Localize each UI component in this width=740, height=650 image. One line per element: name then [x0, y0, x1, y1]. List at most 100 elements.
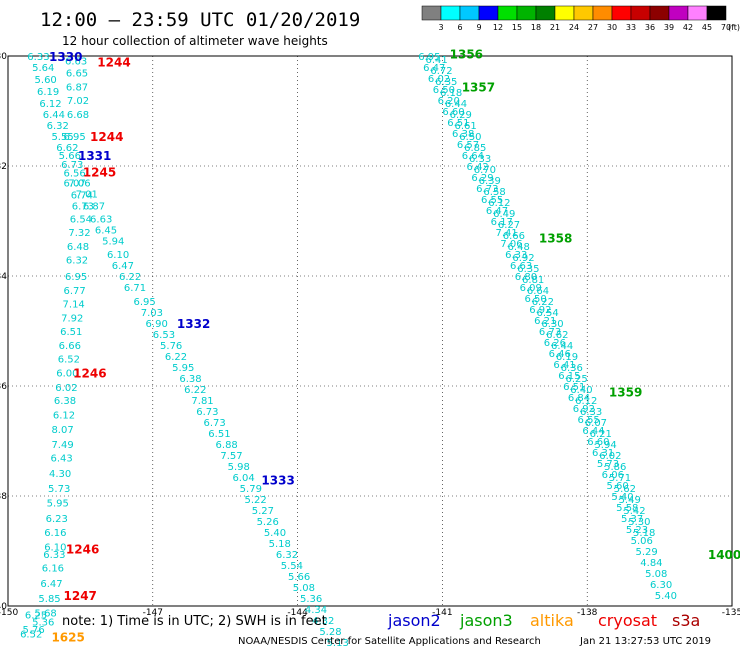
swh-label: 5.76 — [22, 625, 44, 636]
swh-label: 5.06 — [631, 536, 653, 547]
swh-label: 6.73 — [72, 202, 94, 213]
swh-label: 6.19 — [556, 352, 578, 363]
swh-label: 6.55 — [578, 415, 600, 426]
swh-label: 6.42 — [467, 162, 489, 173]
swh-label: 6.30 — [650, 580, 672, 591]
swh-label: 6.62 — [56, 143, 78, 154]
swh-label: 6.73 — [476, 184, 498, 195]
swh-label: 6.44 — [445, 99, 467, 110]
pass-time-label: 1400 — [708, 548, 740, 562]
swh-label: 6.63 — [510, 261, 532, 272]
x-tick-label: -141 — [432, 608, 452, 618]
swh-label: 6.02 — [599, 451, 621, 462]
swh-label: 6.48 — [508, 242, 530, 253]
legend-jason2: jason2 — [387, 611, 441, 630]
swh-label: 6.50 — [459, 132, 481, 143]
swh-label: 5.86 — [604, 462, 626, 473]
colorbar-label: 18 — [531, 23, 541, 32]
swh-label: 5.66 — [288, 572, 310, 583]
swh-label: 6.95 — [133, 297, 155, 308]
swh-label: 6.85 — [464, 143, 486, 154]
colorbar-swatch — [573, 5, 594, 21]
swh-label: 6.22 — [165, 352, 187, 363]
swh-label: 6.70 — [474, 165, 496, 176]
swh-label: 5.08 — [293, 583, 315, 594]
y-tick-label: -40 — [0, 602, 7, 612]
colorbar-label: 27 — [588, 23, 598, 32]
pass-time-label: 1247 — [64, 589, 97, 603]
swh-label: 6.72 — [430, 66, 452, 77]
swh-label: 4.84 — [640, 558, 662, 569]
swh-label: 6.38 — [179, 374, 201, 385]
swh-label: 7.06 — [500, 239, 522, 250]
swh-label: 6.12 — [53, 411, 75, 422]
swh-label: 6.33 — [43, 550, 65, 561]
pass-time-label: 1244 — [90, 130, 123, 144]
swh-label: 6.87 — [66, 82, 88, 93]
pass-time-label: 1625 — [51, 630, 84, 644]
y-tick-label: -32 — [0, 162, 7, 172]
swh-label: 6.92 — [573, 404, 595, 415]
swh-label: 5.64 — [32, 63, 54, 74]
y-tick-label: -30 — [0, 52, 7, 62]
colorbar-swatch — [554, 5, 575, 21]
pass-time-label: 1246 — [66, 542, 99, 556]
map-frame — [7, 55, 733, 607]
pass-time-label: 1358 — [539, 232, 572, 246]
swh-label: 6.71 — [124, 283, 146, 294]
swh-label: 7.14 — [63, 300, 85, 311]
swh-label: 6.20 — [438, 96, 460, 107]
swh-label: 6.21 — [590, 429, 612, 440]
swh-label: 5.76 — [160, 341, 182, 352]
swh-label: 6.87 — [83, 202, 105, 213]
swh-label: 5.37 — [621, 514, 643, 525]
swh-label: 5.85 — [38, 594, 60, 605]
swh-label: 6.16 — [44, 528, 66, 539]
swh-label: 6.77 — [64, 286, 86, 297]
latitude-tick-labels: -30 -32 -34 -36 -38 -40 — [0, 52, 7, 612]
swh-label: 6.00 — [56, 368, 78, 379]
swh-label: 6.51 — [208, 429, 230, 440]
swh-label: 5.94 — [594, 440, 616, 451]
colorbar-swatch — [649, 5, 670, 21]
swh-label: 6.32 — [276, 550, 298, 561]
pass-time-label: 1359 — [609, 386, 642, 400]
swh-label: 7.06 — [68, 179, 90, 190]
swh-label: 6.60 — [587, 437, 609, 448]
colorbar-label: 15 — [512, 23, 522, 32]
swh-label: 6.29 — [471, 173, 493, 184]
pass-time-label: 1330 — [49, 50, 82, 64]
swh-label: 6.45 — [95, 225, 117, 236]
swh-label: 7.02 — [67, 96, 89, 107]
swh-label: 5.36 — [32, 617, 54, 628]
swh-label: 6.06 — [602, 470, 624, 481]
colorbar-swatch — [706, 5, 727, 21]
swh-label: 5.71 — [609, 473, 631, 484]
pass-time-label: 1356 — [450, 47, 483, 61]
colorbar-swatch — [440, 5, 461, 21]
y-tick-label: -36 — [0, 382, 7, 392]
x-tick-label: -135 — [722, 608, 740, 618]
swh-label: 4.30 — [49, 469, 71, 480]
generated-timestamp: Jan 21 13:27:53 UTC 2019 — [579, 636, 711, 647]
colorbar-label: 42 — [683, 23, 693, 32]
pass-time-label: 1331 — [78, 149, 111, 163]
swh-label: 6.46 — [549, 349, 571, 360]
swh-label: 6.81 — [522, 275, 544, 286]
swh-label: 7.57 — [220, 451, 242, 462]
swh-label: 6.63 — [65, 56, 87, 67]
swh-label: 5.18 — [633, 528, 655, 539]
swh-label: 6.22 — [532, 297, 554, 308]
legend-cryosat: cryosat — [598, 611, 657, 630]
swh-label: 5.26 — [257, 517, 279, 528]
swh-label: 6.73 — [61, 160, 83, 171]
swh-label: 5.23 — [626, 525, 648, 536]
swh-label: 5.36 — [300, 594, 322, 605]
legend-altika: altika — [530, 611, 574, 630]
pass-time-label: 1246 — [73, 366, 106, 380]
swh-label: 6.47 — [112, 261, 134, 272]
swh-label: 7.01 — [76, 190, 98, 201]
swh-label: 6.90 — [146, 319, 168, 330]
swh-label: 6.02 — [55, 383, 77, 394]
